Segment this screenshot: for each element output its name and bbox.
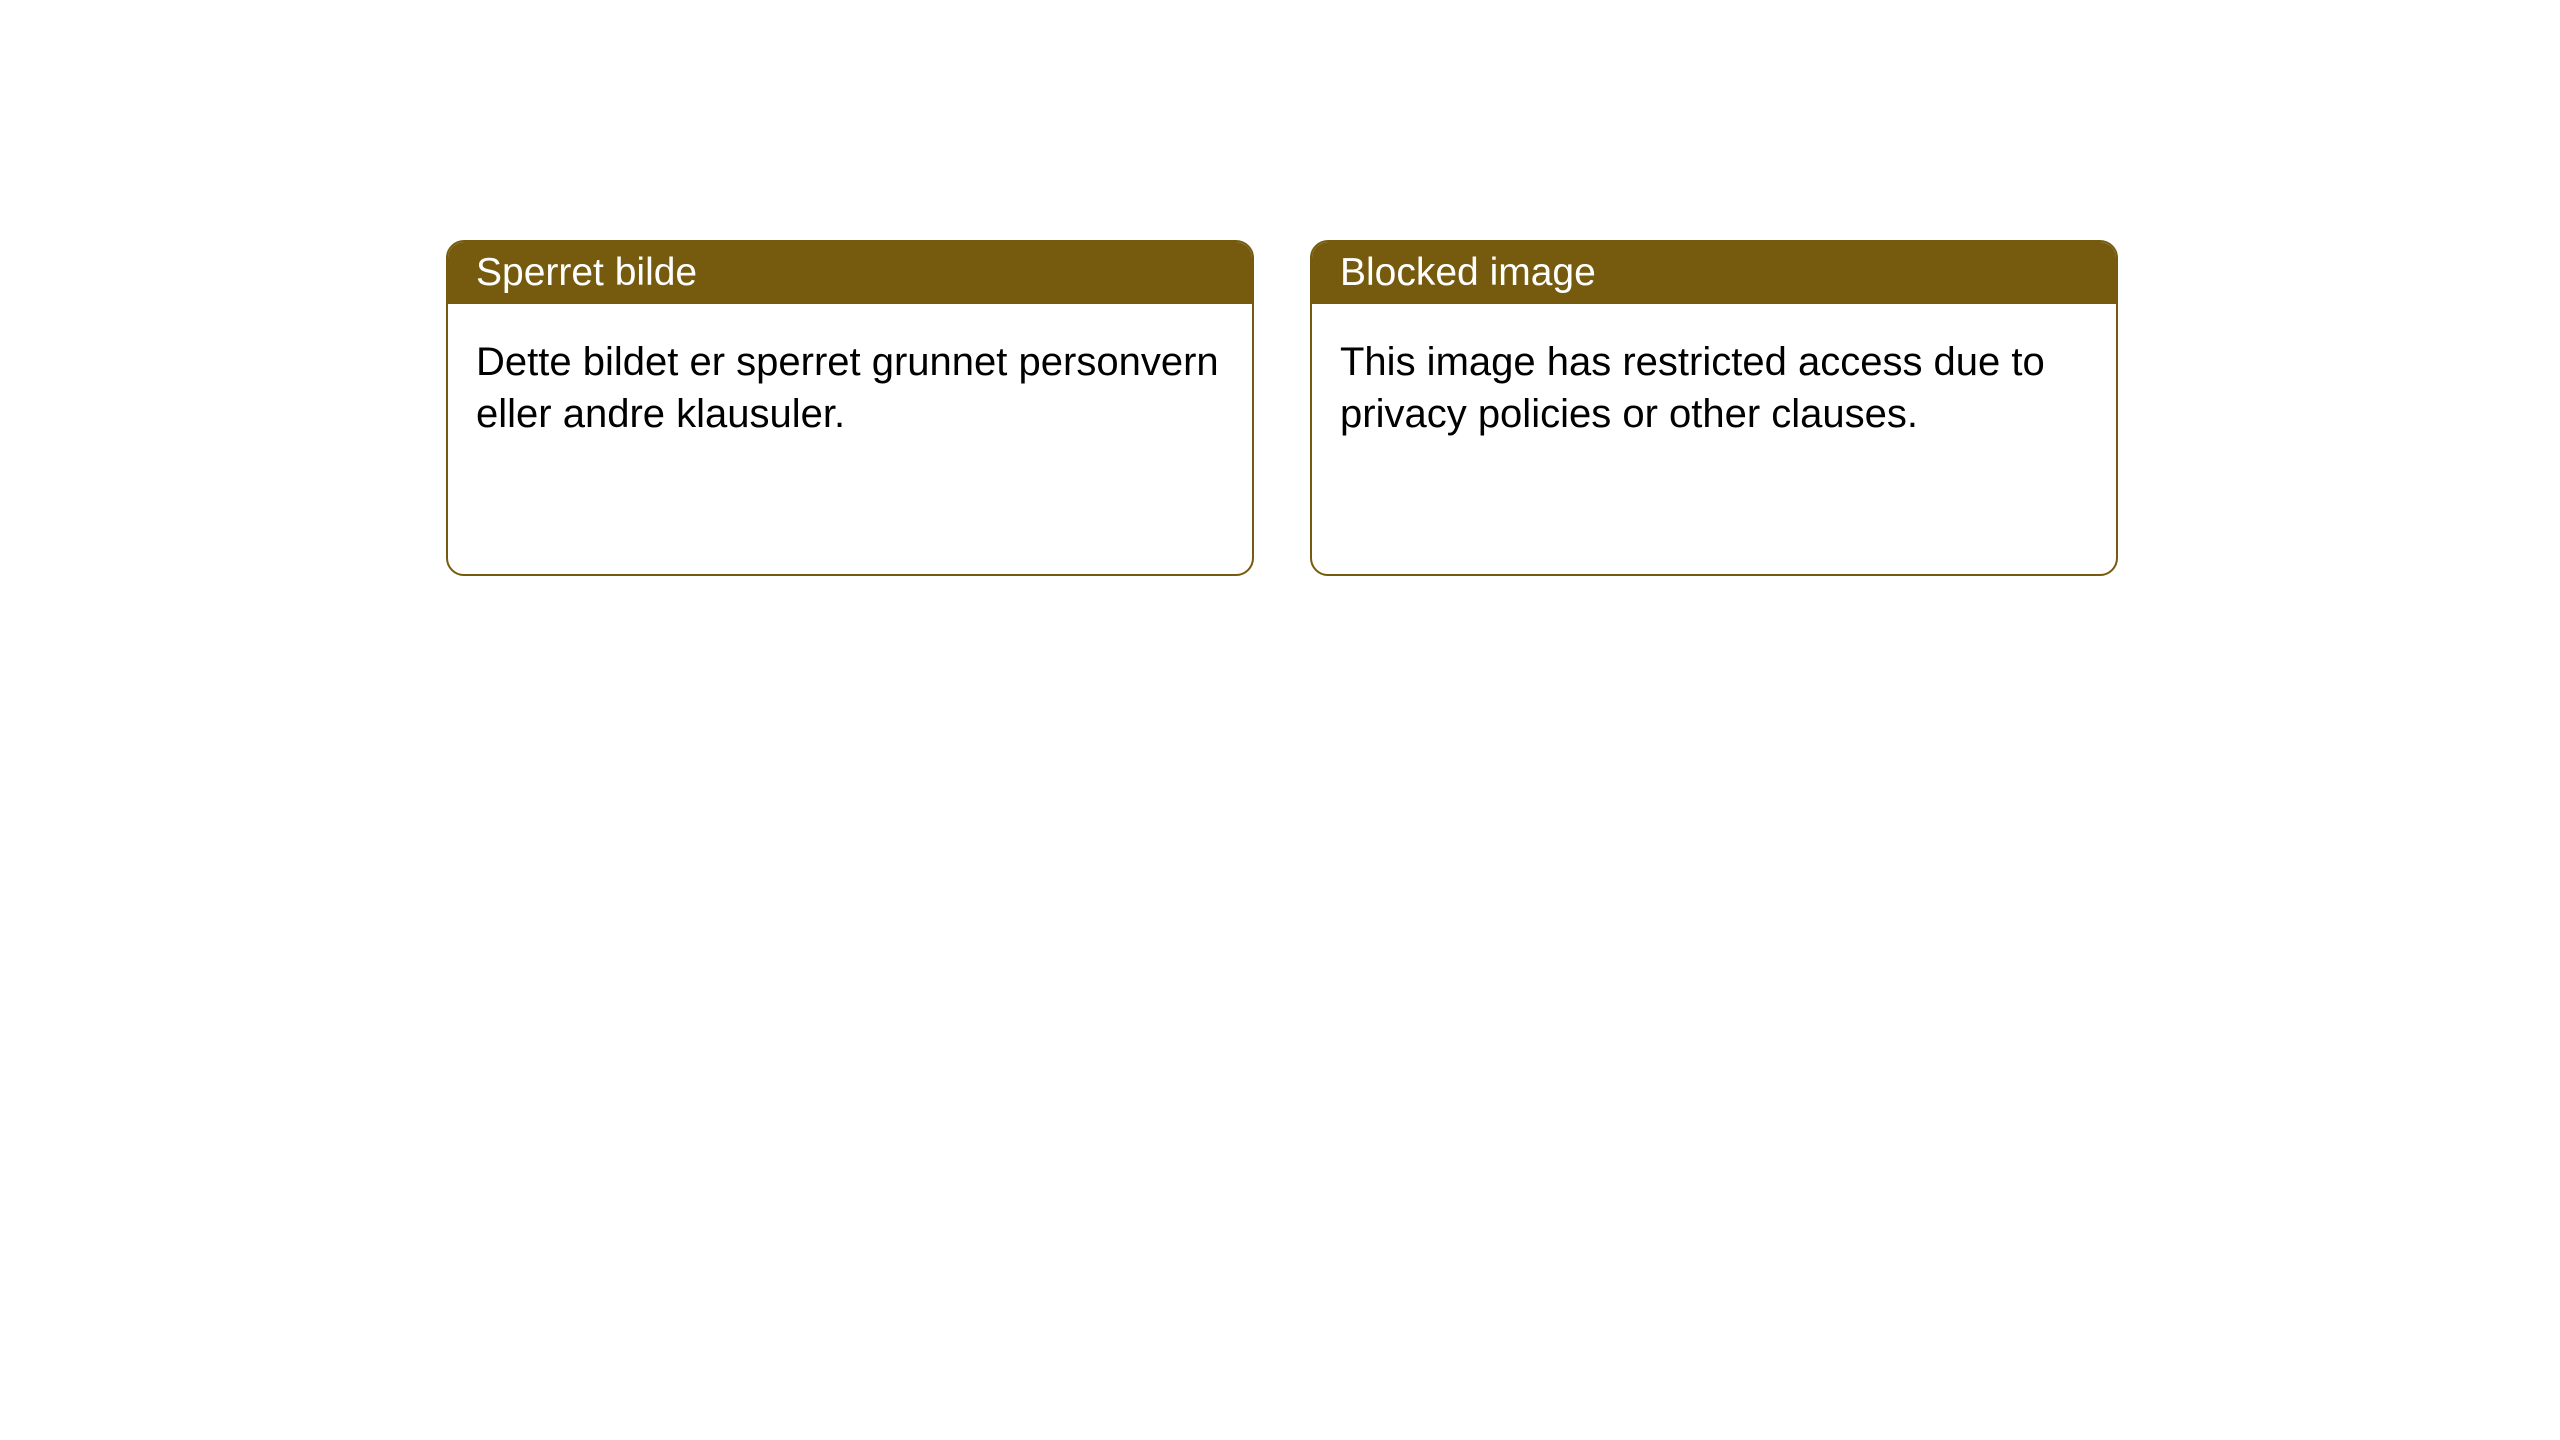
notice-card-norwegian: Sperret bilde Dette bildet er sperret gr…	[446, 240, 1254, 576]
notice-card-header: Blocked image	[1312, 242, 2116, 304]
notice-card-body: This image has restricted access due to …	[1312, 304, 2116, 472]
notice-body-text: This image has restricted access due to …	[1340, 340, 2045, 436]
notice-body-text: Dette bildet er sperret grunnet personve…	[476, 340, 1219, 436]
notice-title: Sperret bilde	[476, 251, 697, 294]
notice-card-english: Blocked image This image has restricted …	[1310, 240, 2118, 576]
notice-card-header: Sperret bilde	[448, 242, 1252, 304]
notice-container: Sperret bilde Dette bildet er sperret gr…	[0, 0, 2560, 576]
notice-card-body: Dette bildet er sperret grunnet personve…	[448, 304, 1252, 472]
notice-title: Blocked image	[1340, 251, 1596, 294]
